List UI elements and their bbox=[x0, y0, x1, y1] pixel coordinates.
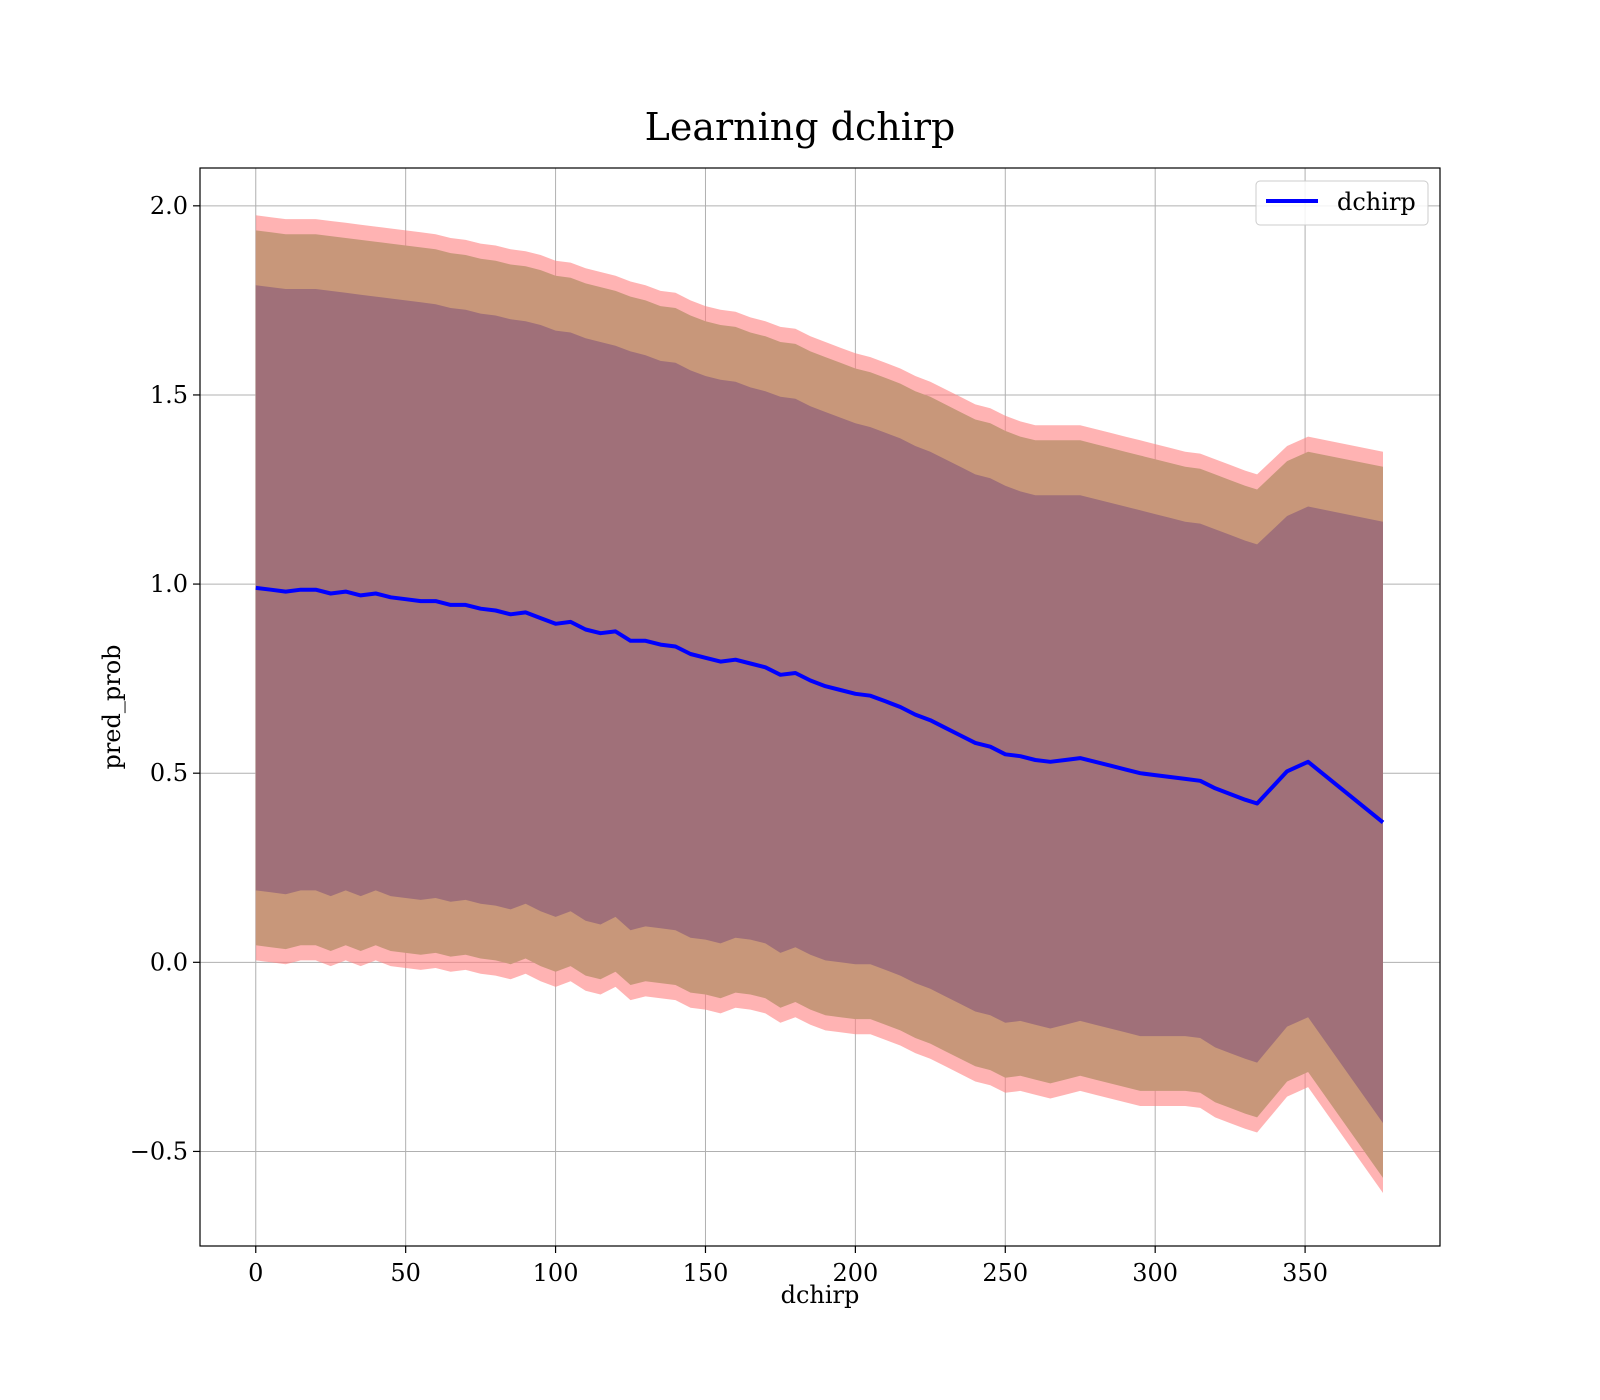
x-tick-label: 0 bbox=[248, 1259, 263, 1287]
x-tick-label: 50 bbox=[390, 1259, 421, 1287]
legend-label: dchirp bbox=[1337, 188, 1416, 216]
x-tick-label: 200 bbox=[832, 1259, 878, 1287]
x-axis-title: dchirp bbox=[781, 1281, 860, 1309]
y-axis-title: pred_prob bbox=[98, 644, 126, 769]
series-line-dchirp bbox=[255, 585, 1385, 824]
y-tick-label: 1.0 bbox=[150, 570, 188, 598]
y-axis-ticks: −0.5 0.0 0.5 1.0 1.5 2.0 bbox=[130, 192, 200, 1165]
y-tick-label: −0.5 bbox=[130, 1137, 188, 1165]
x-tick-label: 150 bbox=[683, 1259, 729, 1287]
x-tick-label: 300 bbox=[1132, 1259, 1178, 1287]
chart-title: Learning dchirp bbox=[645, 105, 956, 149]
legend-box bbox=[1255, 180, 1429, 226]
band-inner bbox=[255, 285, 1383, 1124]
x-axis-ticks: 0 50 100 150 200 250 300 350 bbox=[248, 1246, 1328, 1287]
y-tick-label: 0.0 bbox=[150, 948, 188, 976]
legend: dchirp bbox=[1255, 180, 1429, 226]
plot-frame bbox=[199, 167, 1441, 1247]
x-tick-label: 100 bbox=[533, 1259, 579, 1287]
y-tick-label: 2.0 bbox=[150, 192, 188, 220]
x-tick-label: 250 bbox=[982, 1259, 1028, 1287]
y-tick-label: 0.5 bbox=[150, 759, 188, 787]
confidence-bands bbox=[255, 215, 1383, 1194]
y-tick-label: 1.5 bbox=[150, 381, 188, 409]
series-lines bbox=[255, 585, 1385, 824]
x-tick-label: 350 bbox=[1282, 1259, 1328, 1287]
